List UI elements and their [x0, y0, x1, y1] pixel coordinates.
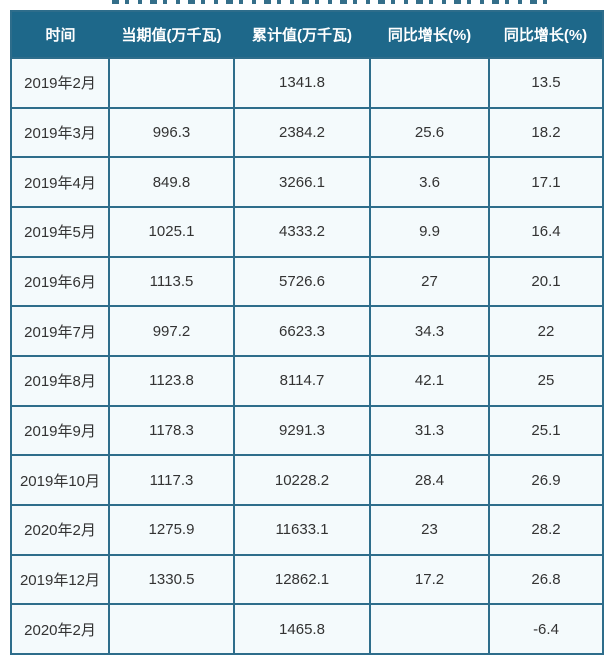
cell: 17.1 — [488, 156, 604, 208]
cell: 2019年6月 — [10, 255, 110, 308]
cell: 23 — [369, 503, 490, 556]
cell: 26.9 — [488, 454, 604, 506]
table-header-row: 时间 当期值(万千瓦) 累计值(万千瓦) 同比增长(%) 同比增长(%) — [11, 11, 603, 58]
cell: 2019年9月 — [10, 404, 110, 457]
cell: 31.3 — [369, 404, 490, 457]
statistics-table: 时间 当期值(万千瓦) 累计值(万千瓦) 同比增长(%) 同比增长(%) 2019年2月… — [10, 10, 604, 655]
cell: 12862.1 — [233, 553, 371, 606]
cell: 34.3 — [369, 305, 490, 357]
column-header-3: 累计值(万千瓦) — [234, 11, 370, 58]
table-row: 2020年2月 1465.8 -6.4 — [10, 603, 604, 655]
cell — [369, 603, 490, 655]
cell: 1465.8 — [233, 603, 371, 655]
cell: 2019年10月 — [10, 454, 110, 506]
cell: 2020年2月 — [10, 603, 110, 655]
column-header-5: 同比增长(%) — [489, 11, 603, 58]
cell: 16.4 — [488, 205, 604, 258]
cell: 22 — [488, 305, 604, 357]
cell: 9291.3 — [233, 404, 371, 457]
cell: 1330.5 — [108, 553, 235, 606]
column-header-1: 时间 — [11, 11, 109, 58]
cell — [108, 57, 235, 109]
cell: 2384.2 — [233, 106, 371, 159]
cell: 2019年12月 — [10, 553, 110, 606]
cell: 1113.5 — [108, 255, 235, 308]
cell: 1025.1 — [108, 205, 235, 258]
cell: 2019年8月 — [10, 354, 110, 407]
cell: 18.2 — [488, 106, 604, 159]
column-header-2: 当期值(万千瓦) — [109, 11, 234, 58]
cell: 13.5 — [488, 57, 604, 109]
cell — [369, 57, 490, 109]
cell: 1117.3 — [108, 454, 235, 506]
cell: 42.1 — [369, 354, 490, 407]
cell: 10228.2 — [233, 454, 371, 506]
cell: 9.9 — [369, 205, 490, 258]
cell: 25 — [488, 354, 604, 407]
cell: 2019年7月 — [10, 305, 110, 357]
cell: 849.8 — [108, 156, 235, 208]
cell: 8114.7 — [233, 354, 371, 407]
cell: 2019年2月 — [10, 57, 110, 109]
cell: 2020年2月 — [10, 503, 110, 556]
table-row: 2020年2月 1275.9 11633.1 23 28.2 — [10, 503, 604, 556]
table-row: 2019年3月 996.3 2384.2 25.6 18.2 — [10, 106, 604, 159]
cell: 997.2 — [108, 305, 235, 357]
cell: 1275.9 — [108, 503, 235, 556]
cell: 1123.8 — [108, 354, 235, 407]
cell — [108, 603, 235, 655]
cell: 2019年4月 — [10, 156, 110, 208]
table-row: 2019年7月 997.2 6623.3 34.3 22 — [10, 305, 604, 357]
cell: 1341.8 — [233, 57, 371, 109]
cell: 17.2 — [369, 553, 490, 606]
cell: 996.3 — [108, 106, 235, 159]
table-row: 2019年4月 849.8 3266.1 3.6 17.1 — [10, 156, 604, 208]
cell: 11633.1 — [233, 503, 371, 556]
cell: 6623.3 — [233, 305, 371, 357]
cell: 2019年5月 — [10, 205, 110, 258]
cell: 25.6 — [369, 106, 490, 159]
cell: -6.4 — [488, 603, 604, 655]
table-row: 2019年10月 1117.3 10228.2 28.4 26.9 — [10, 454, 604, 506]
cell: 5726.6 — [233, 255, 371, 308]
table-row: 2019年8月 1123.8 8114.7 42.1 25 — [10, 354, 604, 407]
cell: 3.6 — [369, 156, 490, 208]
table-row: 2019年9月 1178.3 9291.3 31.3 25.1 — [10, 404, 604, 457]
cell: 25.1 — [488, 404, 604, 457]
cell: 28.2 — [488, 503, 604, 556]
cell: 27 — [369, 255, 490, 308]
cropped-title-fragment — [112, 0, 548, 4]
table-row: 2019年6月 1113.5 5726.6 27 20.1 — [10, 255, 604, 308]
table-header: 时间 当期值(万千瓦) 累计值(万千瓦) 同比增长(%) 同比增长(%) — [11, 11, 603, 58]
cell: 2019年3月 — [10, 106, 110, 159]
cell: 1178.3 — [108, 404, 235, 457]
table-body: 2019年2月 1341.8 13.5 2019年3月 996.3 2384.2 25.6 1… — [10, 57, 604, 655]
cell: 28.4 — [369, 454, 490, 506]
table-row: 2019年5月 1025.1 4333.2 9.9 16.4 — [10, 205, 604, 258]
cell: 4333.2 — [233, 205, 371, 258]
cell: 3266.1 — [233, 156, 371, 208]
cell: 26.8 — [488, 553, 604, 606]
column-header-4: 同比增长(%) — [370, 11, 489, 58]
cell: 20.1 — [488, 255, 604, 308]
table-row: 2019年2月 1341.8 13.5 — [10, 57, 604, 109]
table-row: 2019年12月 1330.5 12862.1 17.2 26.8 — [10, 553, 604, 606]
